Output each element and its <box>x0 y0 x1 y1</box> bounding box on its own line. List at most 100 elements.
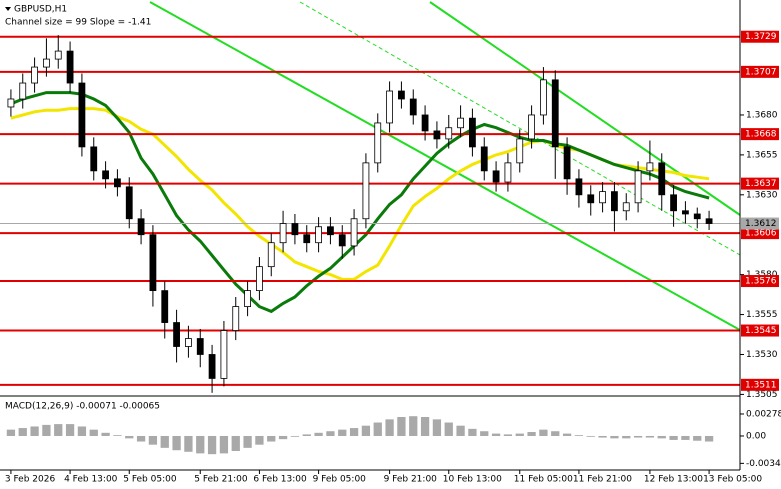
last-price-label: 1.3612 <box>745 219 777 229</box>
histogram-bar <box>432 419 442 436</box>
histogram-bar <box>136 435 146 442</box>
candle-body <box>469 117 476 148</box>
candle-body <box>267 242 275 268</box>
level-label: 1.3637 <box>745 179 777 189</box>
candle-body <box>599 191 606 204</box>
candle-body <box>279 223 287 244</box>
candle-body <box>528 114 535 140</box>
candle-body <box>575 178 583 196</box>
histogram-bar <box>373 422 382 436</box>
x-tick-label: 4 Feb 13:00 <box>64 475 118 485</box>
candle-body <box>19 82 27 100</box>
level-label: 1.3729 <box>745 32 777 42</box>
last-price-box <box>741 217 779 230</box>
histogram-bar <box>267 435 276 442</box>
histogram-bar <box>562 433 572 436</box>
histogram-bar <box>657 435 666 439</box>
histogram-bar <box>409 416 418 436</box>
candle-body <box>31 66 38 84</box>
level-label-box <box>741 65 779 78</box>
candle-body <box>315 226 322 244</box>
histogram-bar <box>598 435 607 438</box>
histogram-bar <box>18 428 27 436</box>
candle-body <box>670 194 677 212</box>
y-tick-label: 1.3505 <box>746 390 778 400</box>
candle-body <box>114 178 121 188</box>
candle-body <box>303 234 311 244</box>
candle-body <box>504 162 512 183</box>
histogram-bar <box>6 429 16 436</box>
x-tick-label: 11 Feb 05:00 <box>514 475 573 485</box>
histogram-bar <box>385 419 394 436</box>
level-label-box <box>741 227 779 240</box>
candle-body <box>196 338 204 355</box>
candle-body <box>398 90 405 100</box>
candle-body <box>125 186 133 220</box>
histogram-bar <box>468 428 477 436</box>
y-tick-label: 1.3655 <box>746 150 778 160</box>
candle-body <box>350 218 358 247</box>
histogram-bar <box>456 425 465 436</box>
histogram-bar <box>243 435 252 448</box>
candle-body <box>622 202 630 212</box>
histogram-bar <box>30 426 39 436</box>
histogram-bar <box>551 431 560 436</box>
histogram-bar <box>184 435 193 452</box>
candle-body <box>492 170 500 183</box>
histogram-bar <box>255 435 264 445</box>
histogram-bar <box>527 432 536 436</box>
histogram-bar <box>539 429 548 436</box>
y-tick-label: 1.3630 <box>746 190 778 200</box>
histogram-bar <box>54 424 63 436</box>
histogram-bar <box>444 422 453 436</box>
candle-body <box>102 170 109 180</box>
candle-body <box>90 146 98 172</box>
candle-body <box>327 226 334 236</box>
channel-mid-line <box>299 1 741 256</box>
candle-body <box>232 306 240 331</box>
histogram-bar <box>574 435 584 436</box>
candle-body <box>386 90 393 124</box>
x-tick-label: 13 Feb 05:00 <box>703 475 762 485</box>
candle-body <box>421 114 429 132</box>
histogram-bar <box>326 431 335 436</box>
candle-body <box>551 79 559 148</box>
candle-body <box>658 162 666 196</box>
histogram-bar <box>645 435 655 438</box>
histogram-bar <box>633 435 643 438</box>
histogram-bar <box>77 426 87 436</box>
x-tick-label: 5 Feb 05:00 <box>123 475 177 485</box>
level-label: 1.3511 <box>745 380 777 390</box>
histogram-bar <box>42 424 51 436</box>
x-tick-label: 9 Feb 21:00 <box>384 475 438 485</box>
candle-body <box>149 234 157 292</box>
candle-body <box>563 146 571 180</box>
histogram-bar <box>290 435 300 437</box>
candle-body <box>457 117 464 129</box>
histogram-bar <box>219 435 229 454</box>
candle-body <box>54 50 62 60</box>
x-tick-label: 9 Feb 05:00 <box>313 475 367 485</box>
candle-body <box>480 146 488 172</box>
candle-body <box>693 213 701 220</box>
candle-body <box>185 338 192 347</box>
candle-body <box>338 234 346 247</box>
candle-body <box>540 79 547 116</box>
histogram-bar <box>113 435 122 436</box>
level-label-box <box>741 177 779 190</box>
candle-body <box>409 98 417 116</box>
histogram-bar <box>172 435 181 451</box>
histogram-bar <box>278 435 288 440</box>
y-tick-label: 0.00278 <box>746 409 781 419</box>
histogram-bar <box>420 416 430 436</box>
level-label: 1.3576 <box>745 277 777 287</box>
level-label-box <box>741 378 779 391</box>
candle-body <box>634 170 642 204</box>
level-label-box <box>741 128 779 141</box>
candle-body <box>374 122 382 164</box>
level-label: 1.3545 <box>745 326 777 336</box>
histogram-bar <box>586 435 595 437</box>
histogram-bar <box>681 435 690 440</box>
menu-icon <box>5 7 11 11</box>
